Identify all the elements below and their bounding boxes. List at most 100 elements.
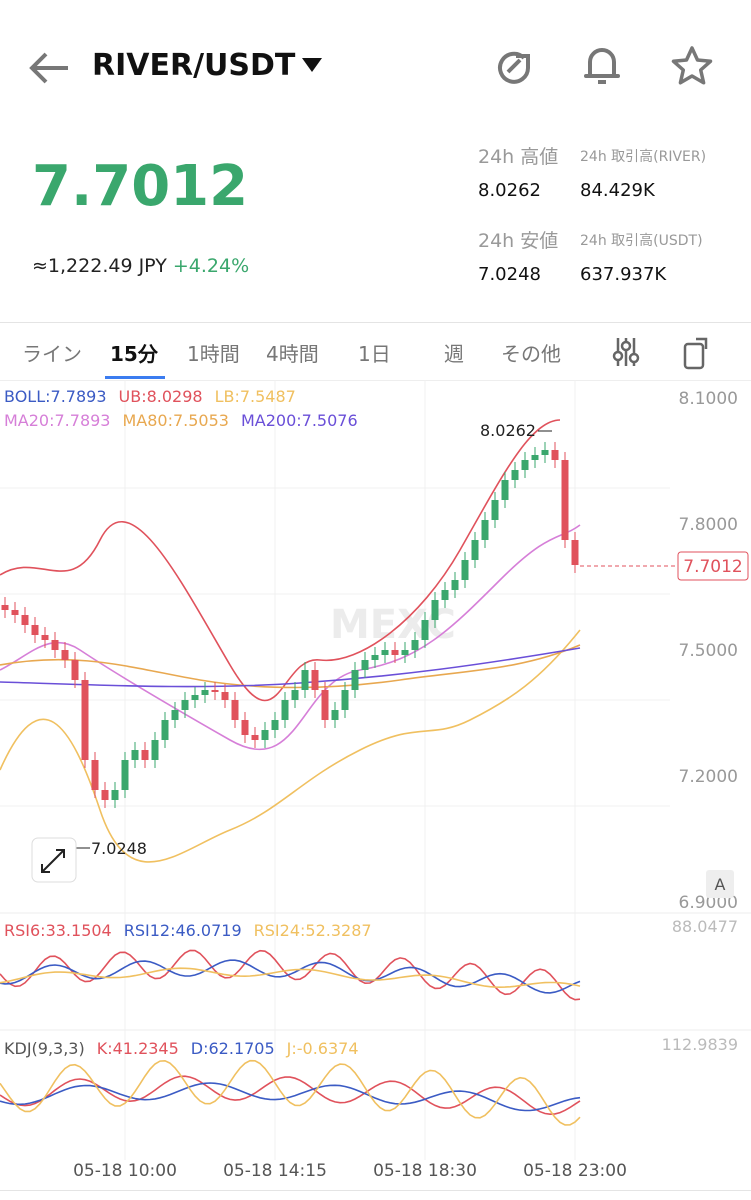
candle-body (451, 580, 459, 590)
candle-body (391, 650, 399, 655)
candle-body (31, 625, 39, 635)
indicator-label: BOLL:7.7893 (4, 387, 107, 406)
stat-value: 637.937K (580, 264, 667, 285)
indicator-label: MA200:7.5076 (241, 411, 358, 430)
candle-body (551, 450, 559, 460)
candle-body (71, 660, 79, 680)
candle-body (401, 650, 409, 655)
candle-body (221, 692, 229, 700)
candle-body (251, 735, 259, 740)
candle-body (511, 470, 519, 480)
rotate-icon[interactable] (682, 336, 712, 370)
candle-body (371, 655, 379, 660)
tab[interactable]: その他 (501, 342, 561, 366)
price-axis-label: 7.5000 (679, 641, 738, 661)
indicator-label: MA20:7.7893 (4, 411, 110, 430)
ma200 (0, 647, 581, 688)
kdj-j (0, 1059, 581, 1126)
candle-body (561, 460, 569, 540)
tab[interactable]: 週 (444, 342, 464, 366)
indicator-label: RSI12:46.0719 (124, 921, 242, 940)
candle-body (381, 650, 389, 655)
tab[interactable]: 15分 (110, 342, 158, 366)
candle-body (301, 670, 309, 690)
boll-upper (0, 419, 561, 702)
candle-body (111, 790, 119, 800)
rsi24 (0, 967, 581, 989)
tab-underline (105, 376, 165, 379)
time-axis-label: 05-18 10:00 (73, 1161, 177, 1180)
scale-label: A (715, 875, 726, 894)
candle-body (571, 540, 579, 565)
change: +4.24% (172, 255, 250, 277)
pair-dropdown[interactable] (300, 56, 324, 74)
candle-body (211, 690, 219, 692)
candle-body (461, 560, 469, 580)
refresh-icon[interactable] (494, 46, 534, 86)
low-marker: 7.0248 (91, 839, 147, 858)
candle-body (61, 650, 69, 660)
kline-chart: MEXC8.10007.80007.50007.20006.90007.7012… (0, 380, 751, 1180)
candle-body (91, 760, 99, 790)
indicator-label: RSI24:52.3287 (254, 921, 372, 940)
stat-value: 8.0262 (478, 180, 541, 201)
candle-body (541, 450, 549, 455)
candle-body (201, 690, 209, 695)
candle-body (421, 620, 429, 640)
candle-body (171, 710, 179, 720)
favorite-icon[interactable] (670, 44, 714, 88)
stat-value: 84.429K (580, 180, 655, 201)
candle-body (341, 690, 349, 710)
candle-body (191, 695, 199, 700)
candle-body (361, 660, 369, 670)
divider (0, 1190, 751, 1191)
ma80 (0, 644, 581, 689)
candle-body (411, 640, 419, 650)
rsi12 (0, 959, 581, 994)
candle-body (311, 670, 319, 690)
scale-button[interactable] (706, 870, 734, 898)
stat-label: 24h 高値 (478, 146, 559, 168)
tab[interactable]: ライン (22, 342, 82, 366)
indicator-label: UB:8.0298 (119, 387, 203, 406)
time-axis-label: 05-18 14:15 (223, 1161, 327, 1180)
candle-body (81, 680, 89, 760)
candle-body (241, 720, 249, 735)
divider (0, 322, 751, 323)
candle-body (491, 500, 499, 520)
indicator-label: D:62.1705 (191, 1039, 275, 1058)
indicator-settings[interactable] (612, 336, 640, 368)
candle-body (331, 710, 339, 720)
back-button[interactable] (28, 48, 72, 88)
candle-body (501, 480, 509, 500)
pair-title[interactable]: RIVER/USDT (92, 48, 296, 83)
candle-body (101, 790, 109, 800)
indicator-label: MA80:7.5053 (122, 411, 228, 430)
candle-body (471, 540, 479, 560)
high-marker: 8.0262 (480, 421, 536, 440)
fiat-price: ≈1,222.49 JPY +4.24% (32, 255, 249, 277)
expand-icon (41, 849, 65, 873)
price-axis-label: 7.8000 (679, 515, 738, 535)
candle-body (531, 455, 539, 460)
candle-body (141, 750, 149, 760)
candle-body (11, 610, 19, 615)
tab[interactable]: 1日 (358, 342, 391, 366)
candle-body (521, 460, 529, 470)
candle-body (231, 700, 239, 720)
alert-icon[interactable] (582, 44, 622, 88)
stat-label: 24h 安値 (478, 230, 559, 252)
candle-body (41, 635, 49, 640)
candle-body (151, 740, 159, 760)
fiat-value: ≈1,222.49 JPY (32, 255, 167, 277)
time-axis-label: 05-18 23:00 (523, 1161, 627, 1180)
rsi-axis-label: 88.0477 (672, 917, 738, 936)
last-price: 7.7012 (32, 154, 249, 219)
divider (0, 380, 751, 381)
tab[interactable]: 4時間 (266, 342, 319, 366)
candle-body (181, 700, 189, 710)
stat-value: 7.0248 (478, 264, 541, 285)
tab[interactable]: 1時間 (187, 342, 240, 366)
candle-body (161, 720, 169, 740)
